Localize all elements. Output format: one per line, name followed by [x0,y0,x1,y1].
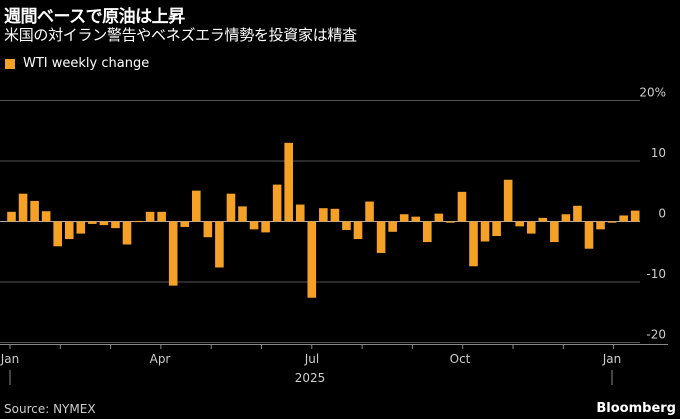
legend-swatch [5,58,15,69]
bar [64,221,74,240]
y-tick-label: 20% [639,86,666,100]
bar [99,221,109,226]
bar [111,221,120,229]
bar [446,221,455,223]
bar [561,214,571,222]
bar [134,220,143,223]
bar [145,211,155,222]
x-tick-label: Jan [602,352,622,366]
bar [388,221,397,232]
bar [295,204,305,222]
bar [399,214,409,222]
bar [330,208,340,222]
bar [7,211,16,222]
bar [192,190,201,222]
bar [630,210,640,222]
bar [284,142,293,222]
bar [480,221,490,242]
bar [584,221,594,249]
y-tick-label: 0 [658,207,666,221]
bars [7,142,640,298]
brand-logo: Bloomberg [596,401,676,416]
bar [307,221,317,298]
x-tick-label: Jul [304,352,319,366]
bar [238,206,247,222]
bar [342,221,351,230]
x-tick-label: Jan [0,352,19,366]
bar [76,221,86,234]
bar [88,221,97,224]
bar [596,221,605,230]
bar [215,221,224,268]
bar [538,217,548,222]
bar [226,193,236,222]
bar [203,221,213,238]
chart-title: 週間ベースで原油は上昇 [4,7,185,27]
bar [434,213,444,222]
bar [503,179,513,222]
bar [18,193,28,222]
bar [515,221,524,227]
x-year-label: 2025 [295,371,326,385]
source-note: Source: NYMEX [4,402,96,416]
bar [53,221,62,247]
x-tick-label: Apr [150,352,171,366]
bar [41,211,51,222]
bar [168,221,178,286]
x-tick-label: Oct [450,352,471,366]
bar [180,221,190,227]
bar [249,221,259,230]
chart-subtitle: 米国の対イラン警告やベネズエラ情勢を投資家は精査 [4,26,357,44]
bar [619,215,628,222]
bar [272,184,282,222]
bar [526,221,536,234]
bar [353,221,363,240]
bar [423,221,432,243]
legend: WTI weekly change [5,56,149,71]
bar [607,221,617,223]
axes: 20% 10 0 -10 -20 Jan Apr Jul Oct Jan 2025 [0,86,668,385]
legend-label: WTI weekly change [23,56,150,71]
bar [469,221,478,267]
y-tick-label: -20 [646,328,666,342]
bar [573,205,582,222]
bar [411,216,421,222]
y-tick-label: 10 [651,146,666,160]
gridlines [0,100,640,343]
bar [122,221,132,245]
bar [365,201,374,222]
bar [157,211,166,222]
bar [376,221,386,253]
bar [319,208,328,222]
bar [550,221,559,243]
bar [261,221,270,233]
bar [30,200,39,222]
bar [492,221,501,237]
bar [457,191,467,222]
y-tick-label: -10 [646,267,666,281]
